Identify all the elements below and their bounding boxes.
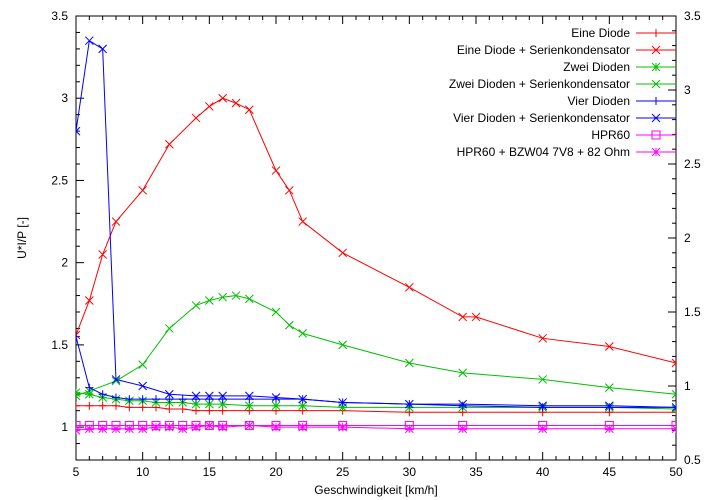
legend-label: Eine Diode + Serienkondensator	[457, 43, 630, 57]
y2-tick-label: 3	[684, 83, 691, 97]
y2-tick-label: 1	[684, 379, 691, 393]
y-axis-label: U*I/P [-]	[15, 217, 29, 259]
y2-tick-label: 2.5	[684, 157, 701, 171]
y2-tick-label: 2	[684, 231, 691, 245]
x-tick-label: 40	[536, 465, 550, 479]
x-tick-label: 5	[73, 465, 80, 479]
series-line	[76, 393, 676, 409]
y-tick-label: 1.5	[51, 338, 68, 352]
x-tick-label: 45	[603, 465, 617, 479]
x-tick-label: 25	[336, 465, 350, 479]
series-line	[76, 337, 676, 408]
y-tick-label: 2.5	[51, 173, 68, 187]
x-tick-label: 15	[203, 465, 217, 479]
line-chart: 5 10 15 20 25 30 35 40 45 50 1 1.5 2 2.5 3 3.5 0.5 1 1.5 2 2…	[0, 0, 713, 500]
legend-label: Vier Dioden + Serienkondensator	[453, 111, 630, 125]
x-axis-label: Geschwindigkeit [km/h]	[314, 483, 437, 497]
legend-label: Zwei Dioden	[563, 60, 630, 74]
y-tick-label: 3	[61, 91, 68, 105]
y-tick-label: 3.5	[51, 9, 68, 23]
legend-label: Eine Diode	[571, 26, 630, 40]
y2-tick-label: 0.5	[684, 453, 701, 467]
x-tick-label: 30	[403, 465, 417, 479]
legend-label: Vier Dioden	[568, 94, 630, 108]
x-tick-label: 50	[669, 465, 683, 479]
series-line	[76, 98, 676, 363]
series-line	[76, 296, 676, 396]
x-tick-label: 35	[469, 465, 483, 479]
x-tick-label: 10	[136, 465, 150, 479]
y2-tick-label: 3.5	[684, 9, 701, 23]
legend-label: HPR60	[591, 128, 630, 142]
legend-label: HPR60 + BZW04 7V8 + 82 Ohm	[457, 145, 630, 159]
x-tick-label: 20	[269, 465, 283, 479]
y-tick-label: 2	[61, 256, 68, 270]
legend-label: Zwei Dioden + Serienkondensator	[449, 77, 630, 91]
y2-tick-label: 1.5	[684, 305, 701, 319]
y-tick-label: 1	[61, 420, 68, 434]
